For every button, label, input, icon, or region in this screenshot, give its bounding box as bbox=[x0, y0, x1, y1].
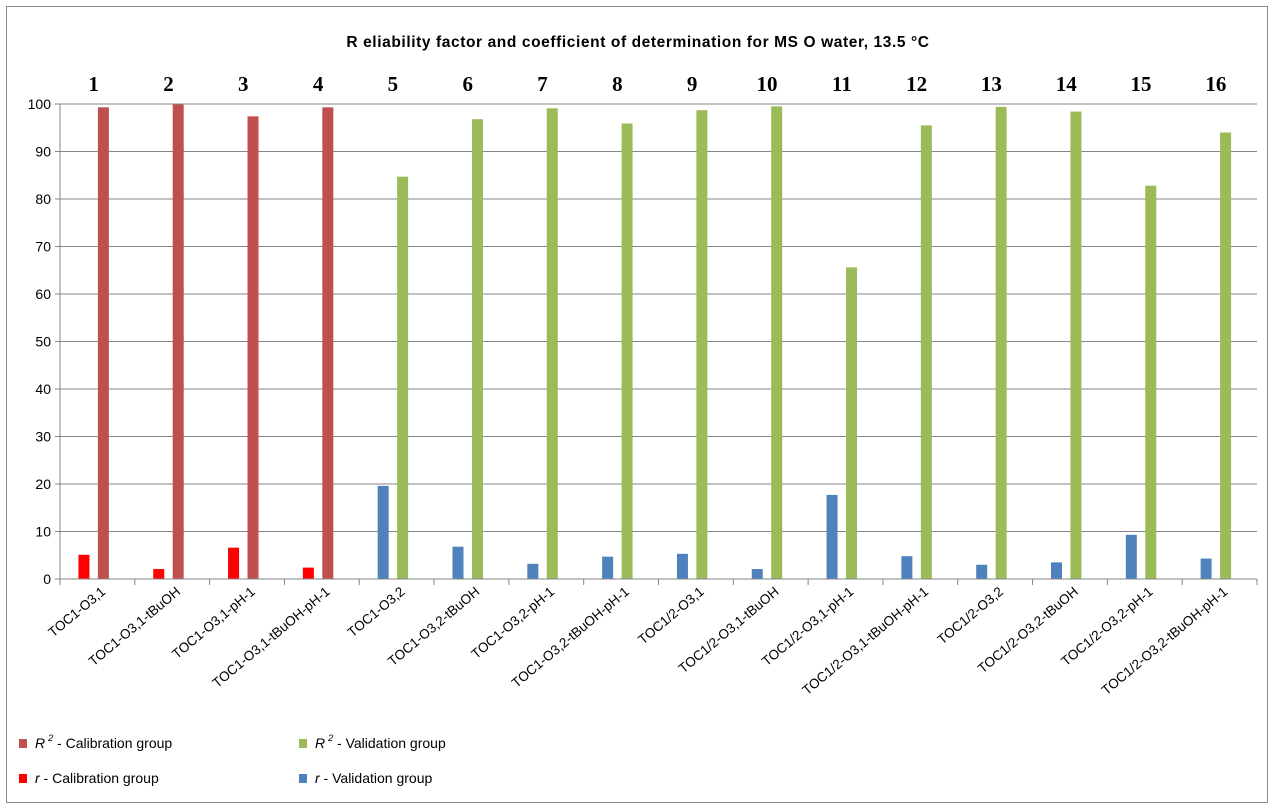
y-tick-label: 40 bbox=[35, 381, 51, 397]
x-tick-label: TOC1/2-O3,1-tBuOH-pH-1 bbox=[799, 584, 931, 698]
bar-r2-validation bbox=[995, 106, 1007, 579]
bar-r2-validation bbox=[696, 110, 708, 580]
bar-r-validation bbox=[452, 546, 464, 579]
legend-label: r - Validation group bbox=[315, 770, 432, 786]
chart-svg: R eliability factor and coefficient of d… bbox=[19, 34, 1258, 786]
bar-r-validation bbox=[602, 556, 614, 579]
y-tick-label: 10 bbox=[35, 524, 51, 540]
column-number: 4 bbox=[313, 72, 324, 96]
column-number: 3 bbox=[238, 72, 249, 96]
y-tick-label: 50 bbox=[35, 334, 51, 350]
column-numbers: 1 2 3 4 5 6 7 8 9 10 11 12 13 14 15 16 bbox=[88, 72, 1226, 96]
bar-r2-validation bbox=[1220, 132, 1232, 579]
column-number: 6 bbox=[462, 72, 473, 96]
bar-r2-validation bbox=[1145, 185, 1157, 579]
bar-r2-validation bbox=[1070, 111, 1082, 579]
legend-label: r - Calibration group bbox=[35, 770, 159, 786]
column-number: 2 bbox=[163, 72, 174, 96]
bars bbox=[78, 104, 1232, 580]
bar-r2-calibration bbox=[322, 107, 334, 579]
y-tick-label: 100 bbox=[28, 96, 52, 112]
column-number: 9 bbox=[687, 72, 698, 96]
y-tick-label: 80 bbox=[35, 191, 51, 207]
bar-r-validation bbox=[527, 563, 539, 579]
column-number: 10 bbox=[756, 72, 777, 96]
y-tick-label: 30 bbox=[35, 429, 51, 445]
x-tick-label: TOC1-O3,2 bbox=[345, 584, 408, 640]
legend-swatch bbox=[19, 739, 27, 748]
bar-r2-validation bbox=[771, 106, 783, 579]
bar-r-validation bbox=[1200, 558, 1212, 579]
bar-r-validation bbox=[1051, 562, 1063, 579]
bar-r-validation bbox=[901, 556, 913, 579]
x-tick-label: TOC1/2-O3,1 bbox=[635, 584, 707, 647]
y-tick-label: 70 bbox=[35, 239, 51, 255]
y-tick-label: 0 bbox=[43, 571, 51, 587]
column-number: 13 bbox=[981, 72, 1002, 96]
y-tick-labels: 0 10 20 30 40 50 60 70 80 90 100 bbox=[28, 96, 52, 587]
x-tick-label: TOC1/2-O3,2-tBuOH-pH-1 bbox=[1099, 584, 1231, 698]
bar-r-calibration bbox=[78, 554, 90, 579]
chart-frame: R eliability factor and coefficient of d… bbox=[6, 6, 1268, 803]
bar-r-calibration bbox=[228, 547, 240, 579]
bar-r-validation bbox=[676, 553, 688, 579]
bar-r2-validation bbox=[397, 176, 409, 580]
bar-r-validation bbox=[377, 485, 389, 579]
column-number: 7 bbox=[537, 72, 548, 96]
y-tick-label: 90 bbox=[35, 144, 51, 160]
axes bbox=[55, 103, 1258, 585]
column-number: 5 bbox=[388, 72, 399, 96]
column-number: 15 bbox=[1131, 72, 1152, 96]
y-tick-label: 60 bbox=[35, 286, 51, 302]
bar-r-validation bbox=[751, 569, 763, 579]
bar-r-calibration bbox=[302, 567, 314, 579]
bar-r2-validation bbox=[920, 125, 932, 579]
legend-swatch bbox=[299, 774, 307, 783]
x-tick-labels: TOC1-O3,1TOC1-O3,1-tBuOHTOC1-O3,1-pH-1TO… bbox=[45, 584, 1230, 698]
bar-r2-validation bbox=[846, 267, 858, 579]
bar-r-calibration bbox=[153, 569, 165, 579]
x-tick-label: TOC1/2-O3,2 bbox=[935, 584, 1007, 647]
column-number: 11 bbox=[832, 72, 852, 96]
bar-r2-validation bbox=[471, 119, 483, 579]
bar-r2-calibration bbox=[172, 104, 184, 579]
bar-r2-validation bbox=[546, 108, 558, 580]
x-tick-label: TOC1-O3,1 bbox=[45, 584, 108, 640]
column-number: 8 bbox=[612, 72, 623, 96]
bar-r-validation bbox=[1125, 534, 1137, 579]
y-tick-label: 20 bbox=[35, 476, 51, 492]
chart-title: R eliability factor and coefficient of d… bbox=[346, 34, 929, 51]
column-number: 1 bbox=[88, 72, 99, 96]
bar-r-validation bbox=[826, 494, 838, 579]
bar-r2-calibration bbox=[247, 116, 259, 579]
bar-r2-calibration bbox=[97, 107, 109, 579]
column-number: 14 bbox=[1056, 72, 1078, 96]
bar-r2-validation bbox=[621, 123, 633, 579]
column-number: 12 bbox=[906, 72, 927, 96]
grid-lines bbox=[60, 103, 1257, 532]
bar-r-validation bbox=[976, 564, 988, 579]
column-number: 16 bbox=[1205, 72, 1226, 96]
legend-swatch bbox=[299, 739, 307, 748]
legend-swatch bbox=[19, 774, 27, 783]
